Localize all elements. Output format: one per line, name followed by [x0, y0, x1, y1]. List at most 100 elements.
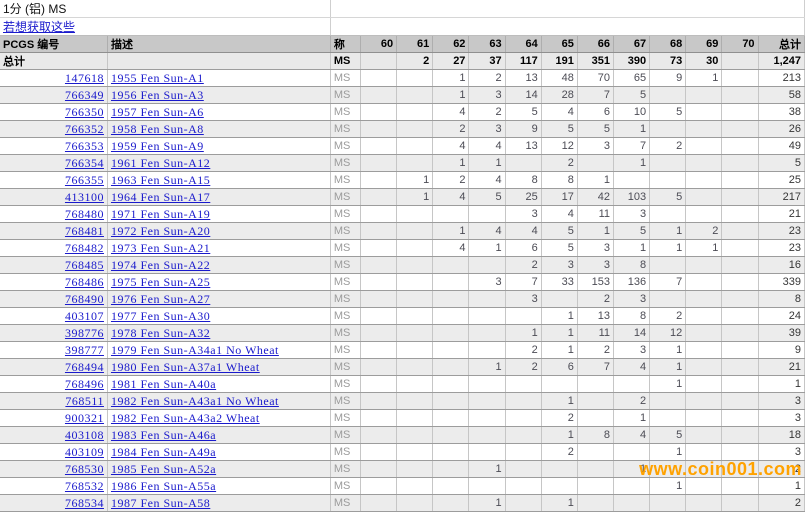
description-link[interactable]: 1961 Fen Sun-A12 — [110, 155, 211, 170]
description-link[interactable]: 1987 Fen Sun-A58 — [110, 495, 211, 510]
description-link[interactable]: 1976 Fen Sun-A27 — [110, 291, 211, 306]
pcgs-number-link[interactable]: 403109 — [64, 444, 104, 459]
grade-69-cell — [685, 460, 723, 478]
description-link[interactable]: 1982 Fen Sun-A43a2 Wheat — [110, 410, 260, 425]
pcgs-number-link[interactable]: 768496 — [64, 376, 104, 391]
description-link[interactable]: 1974 Fen Sun-A22 — [110, 257, 211, 272]
pcgs-number-link[interactable]: 766353 — [64, 138, 104, 153]
grade-70-cell — [721, 443, 759, 461]
grade-67-cell — [613, 443, 651, 461]
grade-69-cell — [685, 307, 723, 325]
pcgs-number-link[interactable]: 766355 — [64, 172, 104, 187]
pcgs-number-link[interactable]: 768511 — [65, 393, 104, 408]
pcgs-number-cell: 766355 — [0, 171, 108, 189]
pcgs-number-link[interactable]: 766352 — [64, 121, 104, 136]
description-link[interactable]: 1971 Fen Sun-A19 — [110, 206, 211, 221]
grade-60-cell — [360, 256, 398, 274]
pcgs-number-link[interactable]: 398776 — [64, 325, 104, 340]
description-link[interactable]: 1972 Fen Sun-A20 — [110, 223, 211, 238]
pcgs-number-link[interactable]: 768485 — [64, 257, 104, 272]
totals-grade-61: 2 — [396, 52, 434, 70]
grade-67-cell: 1 — [613, 154, 651, 172]
designation-cell: MS — [330, 443, 362, 461]
description-link[interactable]: 1985 Fen Sun-A52a — [110, 461, 217, 476]
pcgs-number-link[interactable]: 403108 — [64, 427, 104, 442]
grade-68-cell: 1 — [649, 477, 687, 495]
pcgs-number-link[interactable]: 768482 — [64, 240, 104, 255]
grade-68-cell: 1 — [649, 239, 687, 257]
grade-61-cell — [396, 494, 434, 512]
grade-65-cell: 1 — [541, 426, 578, 444]
grade-68-cell: 2 — [649, 137, 687, 155]
pcgs-number-link[interactable]: 766354 — [64, 155, 104, 170]
grade-67-cell: 3 — [613, 341, 651, 359]
get-these-link[interactable]: 若想获取这些 — [3, 20, 76, 34]
grade-66-cell: 3 — [577, 239, 615, 257]
grade-66-cell — [577, 392, 615, 410]
description-link[interactable]: 1983 Fen Sun-A46a — [110, 427, 217, 442]
description-cell: 1955 Fen Sun-A1 — [107, 69, 331, 87]
grade-63-cell — [468, 205, 506, 223]
pcgs-number-link[interactable]: 147618 — [64, 70, 104, 85]
description-link[interactable]: 1978 Fen Sun-A32 — [110, 325, 211, 340]
designation-cell: MS — [330, 256, 362, 274]
description-link[interactable]: 1975 Fen Sun-A25 — [110, 274, 211, 289]
totals-grade-65: 191 — [541, 52, 578, 70]
pcgs-number-link[interactable]: 768494 — [64, 359, 104, 374]
grade-67-cell: 14 — [613, 324, 651, 342]
grade-69-cell: 2 — [685, 222, 723, 240]
grade-60-cell — [360, 341, 398, 359]
description-link[interactable]: 1973 Fen Sun-A21 — [110, 240, 211, 255]
grade-68-cell — [649, 205, 687, 223]
pcgs-number-link[interactable]: 403107 — [64, 308, 104, 323]
grade-64-cell: 13 — [505, 69, 542, 87]
grade-61-cell — [396, 103, 434, 121]
grade-69-cell — [685, 477, 723, 495]
column-header-67: 67 — [613, 35, 651, 53]
description-link[interactable]: 1959 Fen Sun-A9 — [110, 138, 204, 153]
description-link[interactable]: 1957 Fen Sun-A6 — [110, 104, 204, 119]
pcgs-number-link[interactable]: 768534 — [64, 495, 104, 510]
grade-65-cell: 1 — [541, 324, 578, 342]
description-link[interactable]: 1981 Fen Sun-A40a — [110, 376, 217, 391]
grade-69-cell — [685, 375, 723, 393]
grade-62-cell — [432, 290, 470, 308]
pcgs-number-link[interactable]: 768490 — [64, 291, 104, 306]
description-link[interactable]: 1963 Fen Sun-A15 — [110, 172, 211, 187]
description-link[interactable]: 1984 Fen Sun-A49a — [110, 444, 217, 459]
pcgs-number-link[interactable]: 768530 — [64, 461, 104, 476]
grade-64-cell — [505, 494, 542, 512]
grade-67-cell: 1 — [613, 239, 651, 257]
description-link[interactable]: 1964 Fen Sun-A17 — [110, 189, 211, 204]
pcgs-number-link[interactable]: 768480 — [64, 206, 104, 221]
grade-61-cell — [396, 324, 434, 342]
pcgs-number-link[interactable]: 768481 — [64, 223, 104, 238]
row-total-cell: 25 — [758, 171, 805, 189]
pcgs-number-link[interactable]: 766349 — [64, 87, 104, 102]
grade-65-cell: 2 — [541, 443, 578, 461]
grade-64-cell — [505, 443, 542, 461]
description-cell: 1957 Fen Sun-A6 — [107, 103, 331, 121]
designation-cell: MS — [330, 171, 362, 189]
grade-66-cell — [577, 409, 615, 427]
grade-68-cell: 5 — [649, 103, 687, 121]
grade-67-cell: 1 — [613, 409, 651, 427]
description-link[interactable]: 1982 Fen Sun-A43a1 No Wheat — [110, 393, 279, 408]
description-link[interactable]: 1977 Fen Sun-A30 — [110, 308, 211, 323]
pcgs-number-cell: 766354 — [0, 154, 108, 172]
pcgs-number-link[interactable]: 413100 — [64, 189, 104, 204]
designation-cell: MS — [330, 324, 362, 342]
description-link[interactable]: 1979 Fen Sun-A34a1 No Wheat — [110, 342, 279, 357]
grade-62-cell: 4 — [432, 188, 470, 206]
pcgs-number-link[interactable]: 900321 — [64, 410, 104, 425]
pcgs-number-link[interactable]: 398777 — [64, 342, 104, 357]
grade-70-cell — [721, 460, 759, 478]
description-link[interactable]: 1958 Fen Sun-A8 — [110, 121, 204, 136]
grade-66-cell: 7 — [577, 358, 615, 376]
description-link[interactable]: 1980 Fen Sun-A37a1 Wheat — [110, 359, 260, 374]
description-link[interactable]: 1955 Fen Sun-A1 — [110, 70, 204, 85]
description-link[interactable]: 1956 Fen Sun-A3 — [110, 87, 204, 102]
pcgs-number-link[interactable]: 766350 — [64, 104, 104, 119]
column-header-68: 68 — [649, 35, 687, 53]
pcgs-number-link[interactable]: 768486 — [64, 274, 104, 289]
